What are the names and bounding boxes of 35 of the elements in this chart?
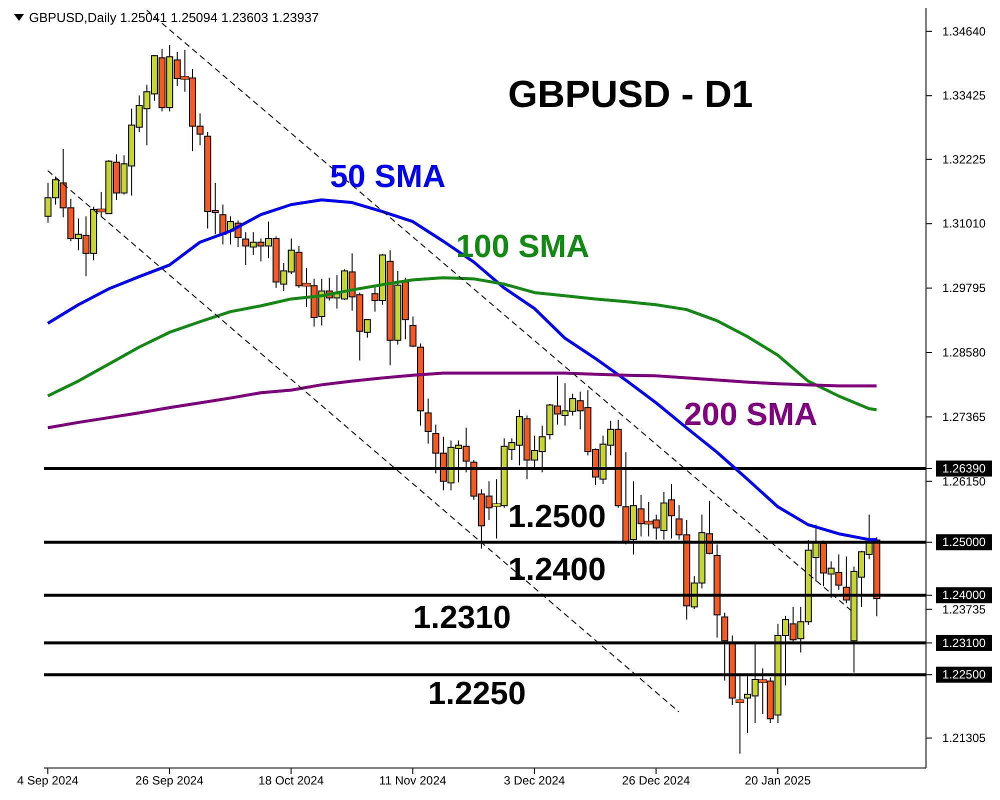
y-tick-label: 1.21305 — [942, 731, 986, 746]
ref-line-label: 1.2400 — [508, 551, 606, 588]
candlestick — [424, 398, 432, 444]
x-tick-label: 26 Sep 2024 — [135, 774, 204, 788]
y-tick-label: 1.28580 — [942, 345, 986, 360]
text: GBPUSD - D1 — [508, 74, 753, 117]
line-series — [46, 372, 878, 430]
y-tick-label: 1.32225 — [942, 152, 986, 166]
y-tick-label: 1.22500 — [942, 668, 986, 682]
ref-line-label: 1.2310 — [413, 598, 511, 635]
series-label: 200 SMA — [684, 396, 818, 433]
series-label: 100 SMA — [456, 228, 590, 265]
ref-line-label: 1.2500 — [508, 498, 606, 534]
y-tick-label: 1.31010 — [942, 216, 986, 231]
x-tick-label: 11 Nov 2024 — [379, 774, 447, 788]
x-tick-label: 26 Dec 2024 — [622, 774, 690, 788]
candlestick — [409, 316, 416, 348]
y-tick-label: 1.27365 — [942, 410, 986, 424]
x-tick-label: 18 Oct 2024 — [258, 774, 324, 788]
series-label: 50 SMA — [330, 158, 446, 195]
chart-subtitle: GBPUSD,Daily 1.25041 1.25094 1.23603 1.23937 — [29, 10, 319, 25]
x-tick-label: 20 Jan 2025 — [744, 774, 812, 788]
line-series — [46, 198, 878, 542]
y-tick-label: 1.26390 — [942, 462, 986, 476]
y-tick-label: 1.25000 — [942, 535, 986, 550]
y-tick-label: 1.26150 — [942, 474, 986, 488]
y-tick-label: 1.23100 — [942, 636, 986, 650]
x-tick-label: 3 Dec 2024 — [504, 774, 566, 788]
y-tick-label: 1.33425 — [942, 88, 986, 103]
y-tick-label: 1.34640 — [942, 24, 986, 38]
x-tick-label: 4 Sep 2024 — [17, 774, 79, 788]
ref-line-label: 1.2250 — [428, 674, 526, 711]
y-tick-label: 1.29795 — [942, 281, 986, 296]
y-tick-label: 1.24000 — [942, 588, 986, 602]
y-tick-label: 1.23735 — [942, 602, 986, 616]
